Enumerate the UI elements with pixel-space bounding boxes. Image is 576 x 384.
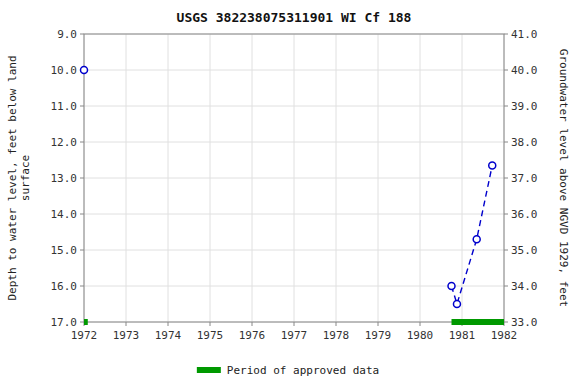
y-grid-line [84, 178, 504, 179]
y2-tick [504, 142, 508, 143]
y-axis-label-line: surface [19, 155, 32, 201]
y2-tick-label: 37.0 [511, 172, 538, 185]
y2-tick-label: 34.0 [511, 280, 538, 293]
y-tick [80, 34, 84, 35]
x-tick-label: 1975 [197, 329, 224, 342]
x-tick [294, 322, 295, 326]
grid [84, 34, 504, 322]
background [0, 0, 576, 384]
x-tick-label: 1981 [449, 329, 476, 342]
y-tick [80, 142, 84, 143]
y2-axis-label: Groundwater level above NGVD 1929, feet [557, 49, 570, 307]
y2-tick-label: 35.0 [511, 244, 538, 257]
y2-axis: 41.0 40.0 39.0 38.0 37.0 36.0 35.0 34.0 33.0 [504, 28, 538, 329]
y-grid-line [84, 106, 504, 107]
chart: 1972 1973 1974 1975 1976 1977 1978 1979 1980 1981… [0, 0, 576, 384]
x-tick-label: 1973 [113, 329, 140, 342]
y2-tick [504, 286, 508, 287]
x-tick-label: 1978 [323, 329, 350, 342]
y2-tick [504, 70, 508, 71]
y2-tick-label: 40.0 [511, 64, 538, 77]
point [453, 301, 460, 308]
y-tick [80, 178, 84, 179]
point [489, 162, 496, 169]
x-tick [126, 322, 127, 326]
x-tick-label: 1977 [281, 329, 308, 342]
y-tick [80, 250, 84, 251]
legend: Period of approved data [197, 364, 379, 377]
y-grid-line [84, 142, 504, 143]
y2-tick [504, 178, 508, 179]
y2-tick-label: 41.0 [511, 28, 538, 41]
y2-tick-label: 33.0 [511, 316, 538, 329]
x-axis: 1972 1973 1974 1975 1976 1977 1978 1979 1980 1981… [71, 322, 518, 342]
x-tick [420, 322, 421, 326]
y-tick [80, 286, 84, 287]
data [81, 67, 505, 323]
y-grid-line [84, 70, 504, 71]
x-tick-label: 1980 [407, 329, 434, 342]
y-tick-label: 14.0 [51, 208, 78, 221]
y-tick-label: 9.0 [57, 28, 77, 41]
y-tick [80, 106, 84, 107]
y-grid-line [84, 250, 504, 251]
series-line [452, 165, 493, 304]
y2-tick [504, 106, 508, 107]
y-grid-line [84, 286, 504, 287]
y-tick-label: 17.0 [51, 316, 78, 329]
x-tick-label: 1974 [155, 329, 182, 342]
x-tick [210, 322, 211, 326]
plot-frame [84, 34, 504, 322]
y-tick [80, 322, 84, 323]
point [473, 236, 480, 243]
y-tick-label: 16.0 [51, 280, 78, 293]
point [448, 283, 455, 290]
x-tick-label: 1979 [365, 329, 392, 342]
y2-tick [504, 322, 508, 323]
x-tick [336, 322, 337, 326]
x-tick-label: 1976 [239, 329, 266, 342]
approved-segment [452, 319, 505, 325]
legend-swatch [197, 367, 221, 373]
y-tick-label: 13.0 [51, 172, 78, 185]
y-axis-label-line: Depth to water level, feet below land [6, 55, 19, 300]
y2-tick [504, 250, 508, 251]
x-tick-label: 1972 [71, 329, 98, 342]
legend-label: Period of approved data [227, 364, 379, 377]
y-tick-label: 10.0 [51, 64, 78, 77]
y-tick [80, 214, 84, 215]
y2-tick-label: 36.0 [511, 208, 538, 221]
x-tick [252, 322, 253, 326]
x-tick [378, 322, 379, 326]
y-tick-label: 15.0 [51, 244, 78, 257]
y2-tick-label: 38.0 [511, 136, 538, 149]
y-axis: 9.0 10.0 11.0 12.0 13.0 14.0 15.0 16.0 17.0 [51, 28, 85, 329]
approved-segment [84, 319, 88, 325]
y-grid-line [84, 214, 504, 215]
y2-tick-label: 39.0 [511, 100, 538, 113]
y-tick-label: 11.0 [51, 100, 78, 113]
x-tick [168, 322, 169, 326]
point [81, 67, 88, 74]
y-axis-label: Depth to water level, feet below landsur… [6, 55, 32, 300]
y2-tick [504, 214, 508, 215]
x-tick-label: 1982 [491, 329, 518, 342]
title: USGS 382238075311901 WI Cf 188 [177, 10, 412, 25]
y-tick-label: 12.0 [51, 136, 78, 149]
y2-tick [504, 34, 508, 35]
